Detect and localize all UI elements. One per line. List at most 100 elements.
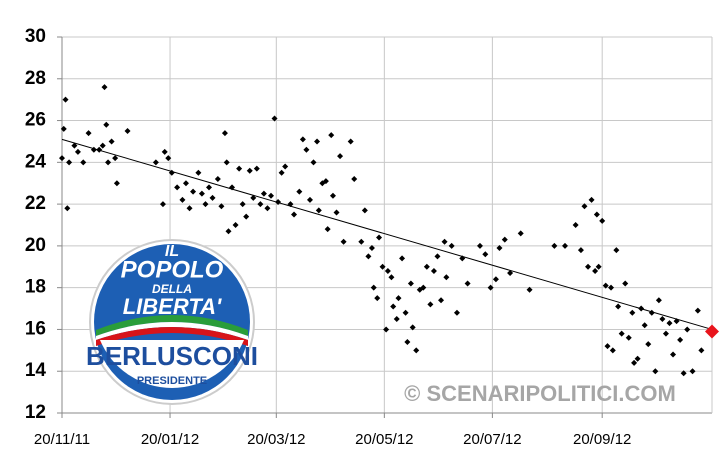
data-point xyxy=(159,201,166,208)
data-point xyxy=(652,368,659,375)
data-point xyxy=(333,209,340,216)
data-point xyxy=(407,280,414,287)
data-point xyxy=(655,297,662,304)
data-point xyxy=(218,203,225,210)
data-point xyxy=(399,255,406,262)
data-point xyxy=(609,347,616,354)
data-point xyxy=(337,153,344,160)
data-point xyxy=(577,247,584,254)
data-point xyxy=(347,138,354,145)
logo-name: BERLUSCONI xyxy=(86,341,258,371)
data-point xyxy=(595,263,602,270)
data-point xyxy=(365,253,372,260)
data-point xyxy=(666,320,673,327)
data-point xyxy=(59,155,65,162)
data-point xyxy=(393,316,400,322)
y-tick-label: 22 xyxy=(25,193,46,214)
data-point xyxy=(625,334,632,341)
x-tick-label: 20/09/12 xyxy=(573,431,631,448)
data-point xyxy=(202,201,209,208)
data-point xyxy=(243,213,250,220)
data-point xyxy=(198,190,205,197)
data-point xyxy=(225,228,232,235)
data-point xyxy=(370,284,377,291)
highlight-point xyxy=(705,324,719,339)
data-point xyxy=(517,230,524,237)
logo-subtitle: PRESIDENTE xyxy=(137,375,207,387)
data-point xyxy=(105,159,112,166)
data-point xyxy=(459,255,466,262)
data-point xyxy=(379,263,386,270)
data-point xyxy=(384,267,391,274)
data-point xyxy=(604,343,611,350)
y-tick-label: 18 xyxy=(25,277,46,298)
data-point xyxy=(427,301,434,308)
data-point xyxy=(698,347,705,354)
trend-line xyxy=(61,138,713,330)
data-point xyxy=(374,295,381,302)
logo: IL POPOLO DELLA LIBERTA' BERLUSCONI PRES… xyxy=(86,239,258,405)
data-point xyxy=(66,159,73,166)
data-point xyxy=(246,167,253,174)
data-point xyxy=(113,180,120,187)
x-tick-label: 20/11/11 xyxy=(34,431,90,448)
data-point xyxy=(85,130,92,137)
data-point xyxy=(404,338,411,345)
data-point xyxy=(684,326,691,333)
logo-lower-panel xyxy=(100,340,244,388)
data-point xyxy=(430,267,437,274)
data-point xyxy=(257,201,264,208)
data-point xyxy=(99,142,106,149)
data-point xyxy=(64,205,71,212)
data-point xyxy=(383,326,390,333)
data-point xyxy=(507,270,514,277)
data-point xyxy=(572,222,579,228)
data-point xyxy=(236,165,243,172)
data-point xyxy=(689,368,696,375)
data-point xyxy=(190,188,197,195)
data-point xyxy=(593,211,600,218)
logo-line2: POPOLO xyxy=(121,256,224,283)
y-tick-label: 28 xyxy=(25,68,46,89)
data-point xyxy=(291,211,298,218)
data-point xyxy=(581,203,588,210)
data-point xyxy=(631,359,638,366)
data-point xyxy=(351,176,358,183)
data-point xyxy=(670,351,677,358)
data-point xyxy=(314,138,321,145)
data-point xyxy=(239,201,246,208)
y-tick-label: 24 xyxy=(25,151,47,172)
data-point xyxy=(250,194,257,201)
data-point xyxy=(275,199,282,206)
data-point xyxy=(165,155,172,162)
data-point xyxy=(482,251,489,258)
data-point xyxy=(501,236,508,243)
logo-line4: LIBERTA' xyxy=(123,294,222,319)
data-point xyxy=(634,355,641,362)
data-point xyxy=(322,178,329,185)
data-point xyxy=(629,309,636,316)
data-point xyxy=(438,297,445,304)
data-point xyxy=(315,207,322,214)
x-tick-label: 20/05/12 xyxy=(355,431,413,448)
data-point xyxy=(496,244,503,251)
data-point xyxy=(260,190,267,197)
data-point xyxy=(60,125,67,132)
data-point xyxy=(103,121,110,128)
data-point xyxy=(195,169,202,176)
data-point xyxy=(267,192,274,199)
data-point xyxy=(278,169,285,176)
data-point xyxy=(409,324,416,331)
data-point xyxy=(608,284,615,291)
logo-white-stripe xyxy=(96,322,248,340)
data-point xyxy=(223,159,230,166)
data-point xyxy=(340,238,347,245)
data-point xyxy=(303,146,310,153)
y-tick-label: 12 xyxy=(25,402,46,423)
data-point xyxy=(264,205,271,212)
data-point xyxy=(324,226,331,233)
x-tick-label: 20/07/12 xyxy=(463,431,521,448)
x-tick-label: 20/03/12 xyxy=(247,431,305,448)
